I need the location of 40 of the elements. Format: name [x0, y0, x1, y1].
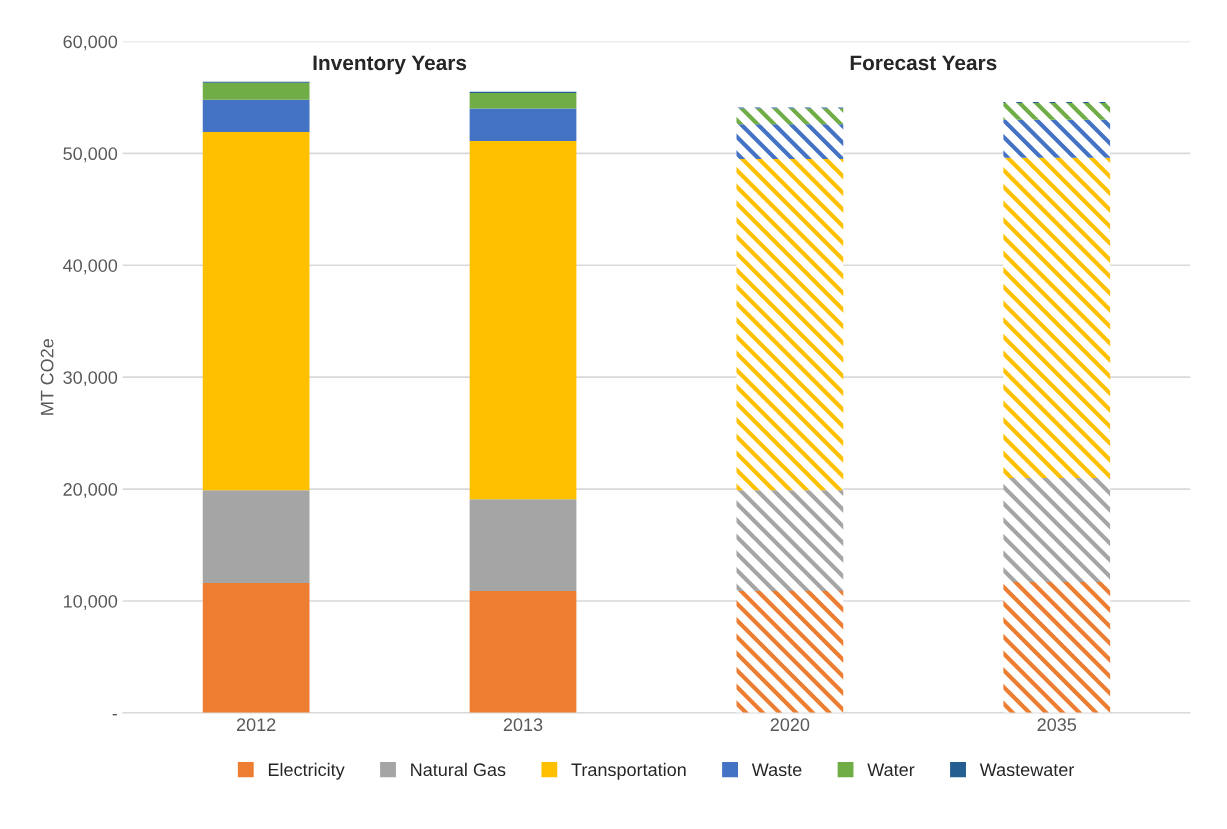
bar	[202, 583, 310, 713]
y-tick-label: -	[112, 713, 118, 716]
bar	[736, 158, 844, 491]
bar	[469, 108, 577, 142]
annotation: Forecast Years	[850, 55, 997, 71]
y-tick-label: 30,000	[63, 371, 118, 387]
bar	[736, 490, 844, 591]
y-tick-label: 10,000	[64, 594, 118, 610]
legend-label: Electricity	[268, 762, 345, 780]
legend-label: Transportation	[571, 762, 686, 780]
legend-label: Water	[867, 763, 915, 777]
bar	[202, 132, 310, 491]
bar	[469, 590, 577, 713]
bar	[1003, 119, 1111, 158]
x-tick-label: 2035	[1037, 718, 1077, 732]
bar	[736, 108, 844, 125]
bar	[202, 99, 310, 133]
bar	[469, 499, 577, 591]
annotation: Inventory Years	[313, 55, 467, 75]
y-tick-label: 40,000	[63, 259, 118, 275]
bar	[1003, 157, 1111, 478]
bar	[1003, 582, 1111, 713]
legend-label: Wastewater	[979, 763, 1075, 777]
x-tick-label: 2013	[503, 718, 543, 732]
legend-label: Natural Gas	[411, 762, 506, 777]
bar	[1003, 477, 1111, 582]
bar	[469, 141, 577, 500]
bar	[736, 124, 844, 159]
x-tick-label: 2012	[236, 718, 276, 732]
y-tick-label: 60,000	[63, 35, 118, 51]
x-tick-label: 2020	[770, 718, 810, 732]
bar	[202, 490, 310, 584]
bar	[736, 590, 844, 713]
y-tick-label: 20,000	[63, 483, 118, 498]
y-axis-title: MT CO2e	[40, 339, 54, 415]
y-tick-label: 50,000	[63, 147, 118, 163]
bar	[1003, 103, 1111, 120]
bar	[202, 82, 310, 100]
bar	[469, 92, 577, 109]
legend-label: Waste	[751, 763, 802, 777]
